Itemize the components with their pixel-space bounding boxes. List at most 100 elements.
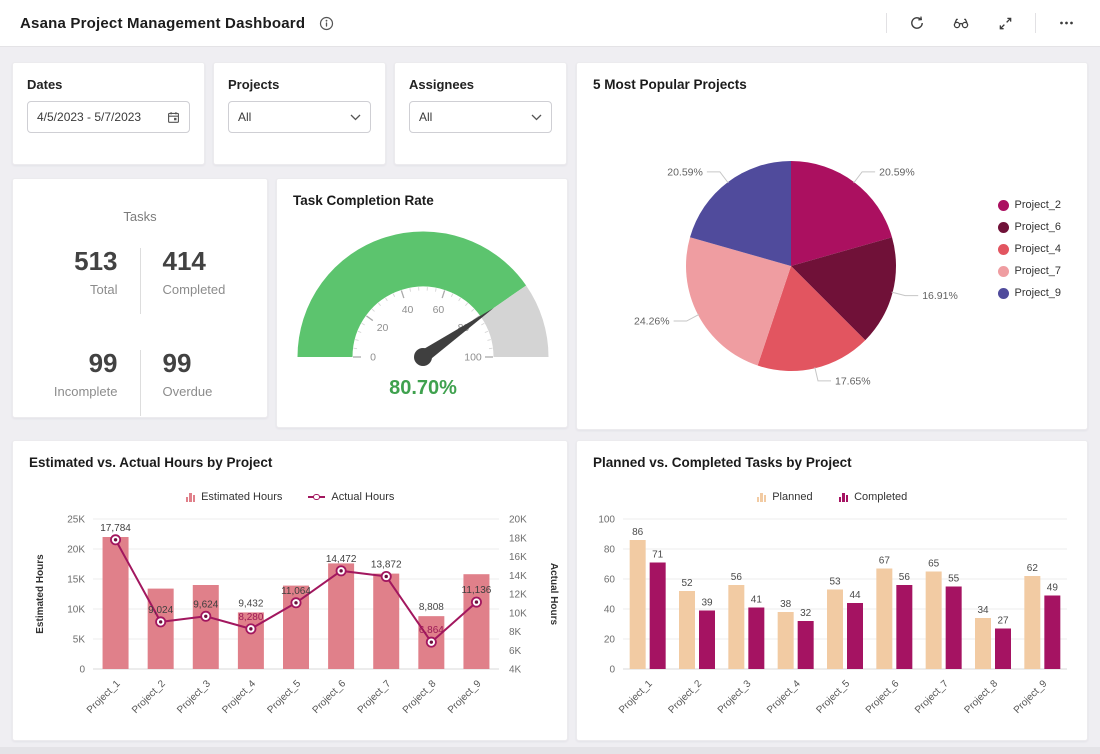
- legend-label: Project_7: [1014, 265, 1061, 277]
- svg-text:27: 27: [997, 616, 1009, 627]
- svg-text:40: 40: [604, 605, 616, 616]
- hours-by-project-card: Estimated vs. Actual Hours by Project Es…: [12, 440, 568, 741]
- page-title: Asana Project Management Dashboard: [20, 14, 306, 32]
- svg-text:14,472: 14,472: [326, 554, 357, 565]
- svg-text:17.65%: 17.65%: [835, 375, 871, 387]
- svg-text:0: 0: [609, 665, 615, 676]
- more-options-icon[interactable]: [1052, 9, 1080, 37]
- fullscreen-icon[interactable]: [991, 9, 1019, 37]
- projects-select-value: All: [238, 110, 252, 124]
- dates-filter-card: Dates 4/5/2023 - 5/7/2023: [12, 62, 205, 165]
- svg-text:0: 0: [370, 352, 376, 364]
- svg-text:8,280: 8,280: [238, 612, 263, 623]
- stat-completed: 414 Completed: [141, 248, 268, 314]
- legend-dot: [997, 243, 1009, 255]
- legend-dot: [997, 199, 1009, 211]
- svg-text:60: 60: [433, 304, 445, 316]
- svg-text:Project_9: Project_9: [1012, 678, 1050, 716]
- tasks-grouped-chart: 0 20 40 60 80 100 86 52 56 38 53 67 65 34 62 71 39 41 32 44…: [577, 441, 1087, 740]
- svg-text:Project_2: Project_2: [666, 678, 704, 716]
- legend-label: Project_6: [1014, 221, 1061, 233]
- info-icon[interactable]: [312, 9, 340, 37]
- svg-text:10K: 10K: [67, 605, 85, 616]
- legend-item-project_7[interactable]: Project_7: [997, 265, 1061, 277]
- stat-incomplete-label: Incomplete: [53, 384, 118, 399]
- refresh-icon[interactable]: [903, 9, 931, 37]
- svg-text:Project_8: Project_8: [962, 678, 1000, 716]
- svg-text:80: 80: [604, 545, 616, 556]
- stat-incomplete: 99 Incomplete: [13, 350, 140, 416]
- preview-icon[interactable]: [947, 9, 975, 37]
- svg-text:55: 55: [948, 574, 960, 585]
- tasks-chart-legend: Planned Completed: [577, 491, 1087, 503]
- svg-text:56: 56: [899, 572, 911, 583]
- popular-projects-card: 5 Most Popular Projects 20.59% 16.91% 17.6…: [576, 62, 1088, 430]
- svg-text:Project_1: Project_1: [617, 678, 655, 716]
- svg-text:20K: 20K: [67, 545, 85, 556]
- legend-item-estimated-hours[interactable]: Estimated Hours: [185, 491, 282, 503]
- legend-item-planned[interactable]: Planned: [756, 491, 813, 503]
- svg-text:0: 0: [79, 665, 85, 676]
- svg-text:53: 53: [829, 577, 841, 588]
- legend-item-completed[interactable]: Completed: [838, 491, 908, 503]
- legend-dot: [997, 221, 1009, 233]
- projects-filter-card: Projects All: [213, 62, 386, 165]
- stat-total: 513 Total: [13, 248, 140, 314]
- stat-completed-label: Completed: [162, 282, 226, 297]
- hours-chart-legend: Estimated Hours Actual Hours: [13, 491, 567, 503]
- svg-text:67: 67: [879, 556, 891, 567]
- legend-item-project_2[interactable]: Project_2: [997, 199, 1061, 211]
- svg-text:86: 86: [632, 527, 644, 538]
- tasks-stat-row: 513 Total 414 Completed: [13, 248, 267, 314]
- svg-text:Project_3: Project_3: [175, 678, 213, 716]
- svg-text:Actual Hours: Actual Hours: [548, 563, 559, 626]
- svg-text:Project_5: Project_5: [814, 678, 852, 716]
- svg-text:13,872: 13,872: [371, 559, 402, 570]
- svg-text:8,808: 8,808: [419, 602, 444, 613]
- tasks-summary-card: Tasks 513 Total 414 Completed 99 Incompl…: [12, 178, 268, 418]
- svg-text:9,024: 9,024: [148, 605, 173, 616]
- dates-filter-label: Dates: [27, 77, 63, 92]
- projects-select[interactable]: All: [228, 101, 371, 133]
- svg-text:44: 44: [849, 590, 861, 601]
- svg-text:20: 20: [604, 635, 616, 646]
- chevron-down-icon: [350, 114, 361, 120]
- svg-text:15K: 15K: [67, 575, 85, 586]
- popular_projects_pie-svg: 20.59% 16.91% 17.65% 24.26% 20.59%: [634, 161, 958, 387]
- legend-dot: [997, 265, 1009, 277]
- svg-text:62: 62: [1027, 563, 1039, 574]
- legend-item-actual-hours[interactable]: Actual Hours: [308, 491, 394, 503]
- svg-text:18K: 18K: [509, 533, 527, 544]
- legend-item-project_9[interactable]: Project_9: [997, 287, 1061, 299]
- dates-range-input[interactable]: 4/5/2023 - 5/7/2023: [27, 101, 190, 133]
- svg-text:9,624: 9,624: [193, 599, 218, 610]
- calendar-icon: [168, 111, 179, 123]
- svg-text:71: 71: [652, 550, 664, 561]
- legend-item-project_4[interactable]: Project_4: [997, 243, 1061, 255]
- svg-text:11,136: 11,136: [462, 585, 492, 596]
- assignees-select[interactable]: All: [409, 101, 552, 133]
- svg-text:Project_1: Project_1: [85, 678, 123, 716]
- svg-text:Project_6: Project_6: [311, 678, 349, 716]
- svg-text:Project_8: Project_8: [401, 678, 439, 716]
- svg-text:38: 38: [780, 599, 792, 610]
- svg-text:16K: 16K: [509, 552, 527, 563]
- divider: [139, 248, 141, 314]
- legend-label: Completed: [854, 491, 908, 503]
- svg-text:80.70%: 80.70%: [389, 377, 457, 399]
- svg-text:Project_6: Project_6: [864, 678, 902, 716]
- svg-text:100: 100: [598, 515, 615, 526]
- legend-label: Project_4: [1014, 243, 1061, 255]
- legend-label: Project_2: [1014, 199, 1061, 211]
- svg-text:20: 20: [377, 322, 389, 334]
- svg-text:25K: 25K: [67, 515, 85, 526]
- legend-item-project_6[interactable]: Project_6: [997, 221, 1061, 233]
- stat-overdue-label: Overdue: [162, 384, 213, 399]
- projects-filter-label: Projects: [228, 77, 280, 92]
- svg-text:100: 100: [464, 352, 482, 364]
- hours-combo-chart: 0 5K 10K 15K 20K 25K 4K 6K 8K 10K 12K 14K 16K 18K 20K E…: [13, 441, 567, 740]
- divider: [139, 350, 141, 416]
- chevron-down-icon: [531, 114, 542, 120]
- legend-label: Planned: [772, 491, 813, 503]
- svg-text:Project_4: Project_4: [765, 678, 803, 716]
